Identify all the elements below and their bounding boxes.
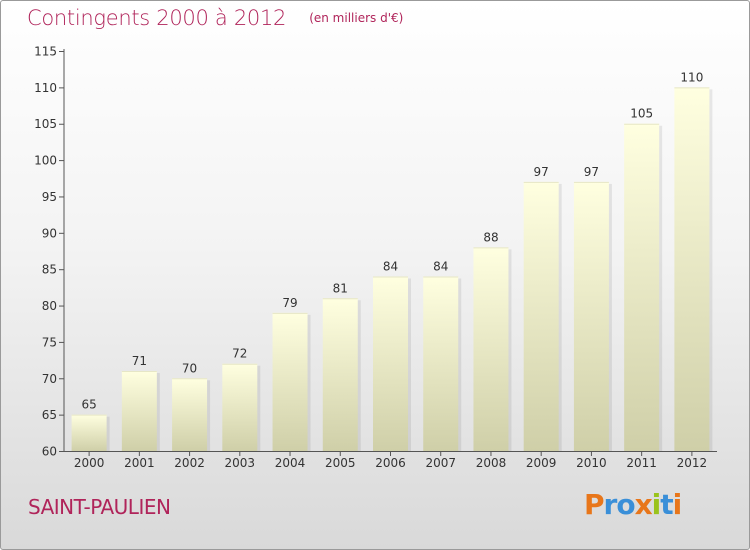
x-tick-label: 2005 bbox=[325, 456, 356, 470]
bar-2009 bbox=[523, 181, 559, 451]
y-tick-label: 85 bbox=[42, 263, 57, 277]
bar-value-label: 72 bbox=[232, 347, 247, 361]
x-tick-label: 2004 bbox=[275, 456, 306, 470]
chart-title: Contingents 2000 à 2012 bbox=[27, 6, 287, 30]
bar-2001 bbox=[121, 371, 157, 451]
y-tick-label: 105 bbox=[34, 117, 57, 131]
logo-letter: r bbox=[603, 488, 618, 521]
y-tick-label: 60 bbox=[42, 445, 57, 459]
chart-subtitle: (en milliers d'€) bbox=[309, 11, 404, 25]
bar-2004 bbox=[272, 312, 308, 451]
y-tick-label: 90 bbox=[42, 226, 57, 240]
proxiti-logo[interactable]: Proxiti bbox=[584, 488, 683, 521]
bar-value-label: 84 bbox=[433, 259, 448, 273]
x-tick-label: 2001 bbox=[124, 456, 155, 470]
bar-value-label: 110 bbox=[680, 70, 703, 84]
bar-2007 bbox=[423, 276, 459, 451]
bar-2002 bbox=[172, 378, 208, 451]
bar-2011 bbox=[624, 123, 660, 452]
logo-letter: P bbox=[584, 488, 605, 521]
bar-value-label: 81 bbox=[333, 281, 348, 295]
y-tick-label: 95 bbox=[42, 190, 57, 204]
logo-letter: i bbox=[651, 488, 662, 521]
y-tick-label: 110 bbox=[34, 81, 57, 95]
bar-2000 bbox=[71, 414, 107, 451]
y-axis: 60 65 70 75 80 85 90 95 100 105 110 115 bbox=[34, 45, 65, 459]
bar-value-label: 71 bbox=[132, 354, 147, 368]
title-row: Contingents 2000 à 2012 (en milliers d'€… bbox=[27, 6, 403, 30]
bars: 65 71 70 72 79 81 84 84 88 97 97 105 110 bbox=[71, 70, 713, 452]
bar-2006 bbox=[373, 276, 408, 451]
bar-value-label: 105 bbox=[630, 107, 653, 121]
bar-2005 bbox=[322, 298, 358, 451]
x-tick-label: 2007 bbox=[425, 456, 456, 470]
logo-letter: i bbox=[672, 488, 683, 521]
x-tick-label: 2008 bbox=[476, 456, 507, 470]
bar-2008 bbox=[473, 247, 509, 451]
logo-letter: t bbox=[660, 488, 673, 521]
bar-2012 bbox=[674, 87, 710, 451]
bar-value-label: 79 bbox=[282, 296, 297, 310]
bar-value-label: 65 bbox=[81, 398, 96, 412]
logo-letter: x bbox=[634, 488, 653, 521]
x-axis: 2000 2001 2002 2003 2004 2005 2006 2007 2008 2009… bbox=[64, 451, 717, 470]
commune-name: SAINT-PAULIEN bbox=[28, 495, 171, 519]
x-tick-label: 2009 bbox=[526, 456, 557, 470]
y-tick-label: 70 bbox=[42, 372, 57, 386]
x-tick-label: 2002 bbox=[174, 456, 205, 470]
x-tick-label: 2010 bbox=[576, 456, 607, 470]
bar-value-label: 97 bbox=[584, 165, 599, 179]
bar-2010 bbox=[573, 181, 609, 451]
bar-value-label: 97 bbox=[534, 165, 549, 179]
x-tick-label: 2012 bbox=[677, 456, 708, 470]
y-tick-label: 80 bbox=[42, 299, 57, 313]
bar-value-label: 88 bbox=[483, 230, 498, 244]
x-tick-label: 2006 bbox=[375, 456, 406, 470]
bar-value-label: 70 bbox=[182, 361, 197, 375]
x-tick-label: 2000 bbox=[74, 456, 105, 470]
x-tick-label: 2011 bbox=[626, 456, 657, 470]
logo-letter: o bbox=[616, 488, 635, 521]
y-tick-label: 115 bbox=[34, 45, 57, 59]
bar-2003 bbox=[222, 363, 258, 451]
y-tick-label: 65 bbox=[42, 408, 57, 422]
y-tick-label: 100 bbox=[34, 154, 57, 168]
x-tick-label: 2003 bbox=[225, 456, 256, 470]
y-tick-label: 75 bbox=[42, 335, 57, 349]
bar-value-label: 84 bbox=[383, 259, 398, 273]
